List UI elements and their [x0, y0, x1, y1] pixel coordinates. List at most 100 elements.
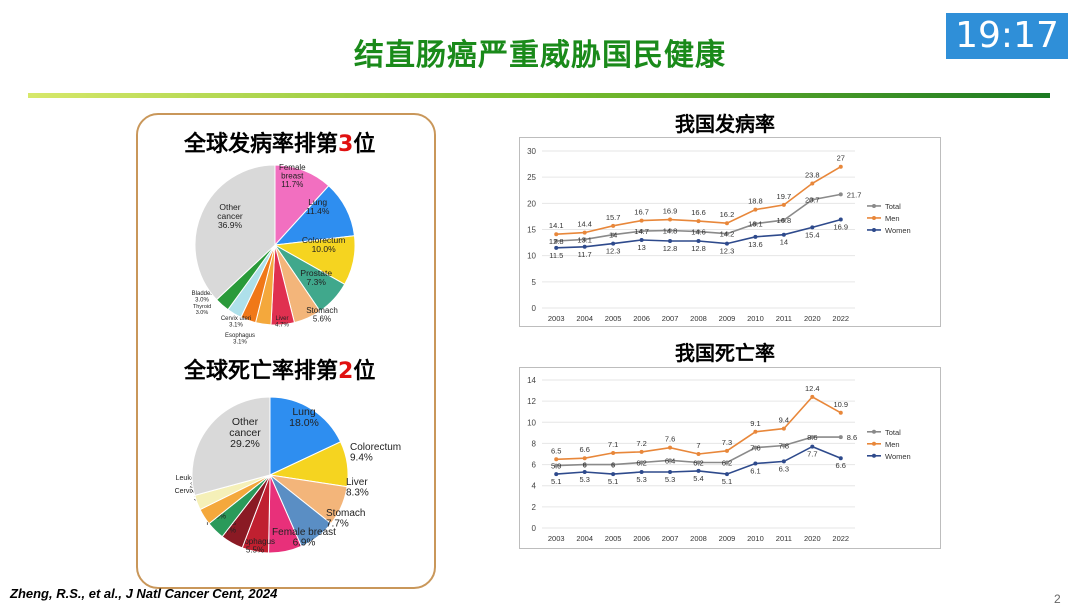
data-point-women-2009: [724, 472, 729, 477]
x-tick-label-2005: 2005: [605, 534, 622, 543]
data-point-women-2011: [781, 459, 786, 464]
data-label-men-2007: 7.6: [665, 435, 675, 444]
data-label-women-2004: 5.3: [579, 475, 589, 484]
y-tick-label-6: 6: [532, 461, 537, 470]
legend-label-men: Men: [885, 214, 900, 223]
y-tick-label-0: 0: [532, 304, 537, 313]
y-tick-label-12: 12: [527, 397, 536, 406]
data-label-men-2009: 16.2: [720, 210, 735, 219]
data-label-total-2006: 6.2: [636, 458, 646, 467]
data-point-women-2008: [696, 239, 701, 244]
data-label-women-2010: 6.1: [750, 467, 760, 476]
x-tick-label-2007: 2007: [662, 534, 679, 543]
legend-marker-women: [872, 227, 876, 232]
data-point-men-2010: [753, 207, 758, 212]
data-label-men-2005: 15.7: [606, 213, 621, 222]
data-point-women-2020: [810, 225, 815, 230]
data-label-women-2010: 13.6: [748, 240, 763, 249]
data-label-women-2006: 5.3: [636, 475, 646, 484]
y-tick-label-10: 10: [527, 418, 536, 427]
data-point-men-2004: [582, 230, 587, 235]
data-label-women-2022: 16.9: [833, 223, 848, 232]
title-divider: [28, 93, 1050, 98]
data-label-women-2008: 12.8: [691, 244, 706, 253]
data-point-men-2007: [668, 445, 673, 450]
citation: Zheng, R.S., et al., J Natl Cancer Cent,…: [10, 586, 278, 601]
x-tick-label-2003: 2003: [548, 314, 565, 323]
y-tick-label-4: 4: [532, 482, 537, 491]
pie-label-esophagus: Esophagus 3.1%: [225, 333, 255, 345]
data-label-total-2010: 7.6: [750, 444, 760, 453]
pie-label-stomach: Stomach 5.6%: [306, 306, 338, 323]
pie-label-other-cancer: Other cancer 36.9%: [217, 202, 243, 230]
data-point-women-2004: [582, 469, 587, 474]
data-point-men-2011: [781, 202, 786, 207]
data-label-men-2006: 16.7: [634, 208, 649, 217]
data-point-men-2008: [696, 219, 701, 224]
x-tick-label-2008: 2008: [690, 534, 707, 543]
data-label-total-2010: 16.1: [748, 220, 763, 229]
data-label-men-2010: 18.8: [748, 197, 763, 206]
data-point-total-2004: [582, 237, 587, 242]
data-label-men-2004: 14.4: [577, 220, 592, 229]
pie-label-bladder: Bladder 3.0%: [192, 291, 213, 303]
pie-label-esophagus: Esophagus 5.5%: [235, 537, 275, 554]
incidence-rank-heading: 全球发病率排第3位: [184, 126, 375, 158]
data-label-women-2006: 13: [637, 243, 645, 252]
legend-label-men: Men: [885, 440, 900, 449]
x-tick-label-2003: 2003: [548, 534, 565, 543]
pie-label-liver: Liver 4.7%: [275, 316, 289, 328]
data-label-total-2004: 13.1: [577, 235, 592, 244]
data-label-men-2022: 27: [837, 154, 845, 163]
data-point-men-2005: [611, 450, 616, 455]
data-point-men-2007: [668, 217, 673, 222]
data-point-women-2006: [639, 469, 644, 474]
data-label-men-2003: 6.5: [551, 446, 561, 455]
data-label-total-2008: 6.2: [693, 458, 703, 467]
china-incidence-chart: 0 5 10 15 20 25 30 2003 2004 2005 2006 2007 2008 2009…: [519, 137, 941, 327]
data-point-women-2004: [582, 244, 587, 249]
x-tick-label-2005: 2005: [605, 314, 622, 323]
data-point-men-2022: [838, 164, 843, 169]
y-tick-label-30: 30: [527, 147, 536, 156]
data-point-total-2007: [668, 228, 673, 233]
data-label-women-2005: 5.1: [608, 477, 618, 486]
data-point-women-2022: [838, 217, 843, 222]
china-incidence-title: 我国发病率: [675, 112, 775, 136]
mortality-heading-rank: 2: [338, 359, 354, 384]
mortality-rank-heading: 全球死亡率排第2位: [184, 353, 375, 385]
data-label-women-2022: 6.6: [836, 461, 846, 470]
data-label-women-2020: 15.4: [805, 230, 820, 239]
data-label-women-2008: 5.4: [693, 474, 703, 483]
y-tick-label-0: 0: [532, 524, 537, 533]
slide-title: 结直肠癌严重威胁国民健康: [354, 38, 726, 73]
data-point-total-2020: [810, 197, 815, 202]
data-point-women-2011: [781, 232, 786, 237]
y-tick-label-14: 14: [527, 376, 536, 385]
data-label-total-2007: 6.4: [665, 456, 675, 465]
data-point-women-2010: [753, 234, 758, 239]
data-label-women-2003: 5.1: [551, 477, 561, 486]
data-point-total-2006: [639, 460, 644, 465]
data-point-total-2004: [582, 462, 587, 467]
x-tick-label-2020: 2020: [804, 534, 821, 543]
x-tick-label-2006: 2006: [633, 314, 650, 323]
data-point-women-2003: [554, 472, 559, 477]
pie-label-female-breast: Female breast 11.7%: [279, 163, 306, 189]
data-label-women-2005: 12.3: [606, 247, 621, 256]
data-label-total-2005: 14: [609, 231, 617, 240]
data-point-total-2005: [611, 462, 616, 467]
x-tick-label-2022: 2022: [832, 314, 849, 323]
data-point-women-2005: [611, 472, 616, 477]
data-point-men-2009: [724, 448, 729, 453]
x-tick-label-2007: 2007: [662, 314, 679, 323]
data-point-men-2008: [696, 452, 701, 456]
data-point-women-2022: [838, 456, 843, 461]
pie-label-prostate: Prostate 7.3%: [300, 268, 332, 287]
y-tick-label-2: 2: [532, 503, 537, 512]
china-mortality-title: 我国死亡率: [675, 341, 775, 365]
incidence-heading-rank: 3: [338, 132, 354, 157]
legend-label-total: Total: [885, 202, 901, 211]
data-label-women-2011: 6.3: [779, 464, 789, 473]
pie-label-stomach: Stomach 7.7%: [326, 508, 365, 530]
